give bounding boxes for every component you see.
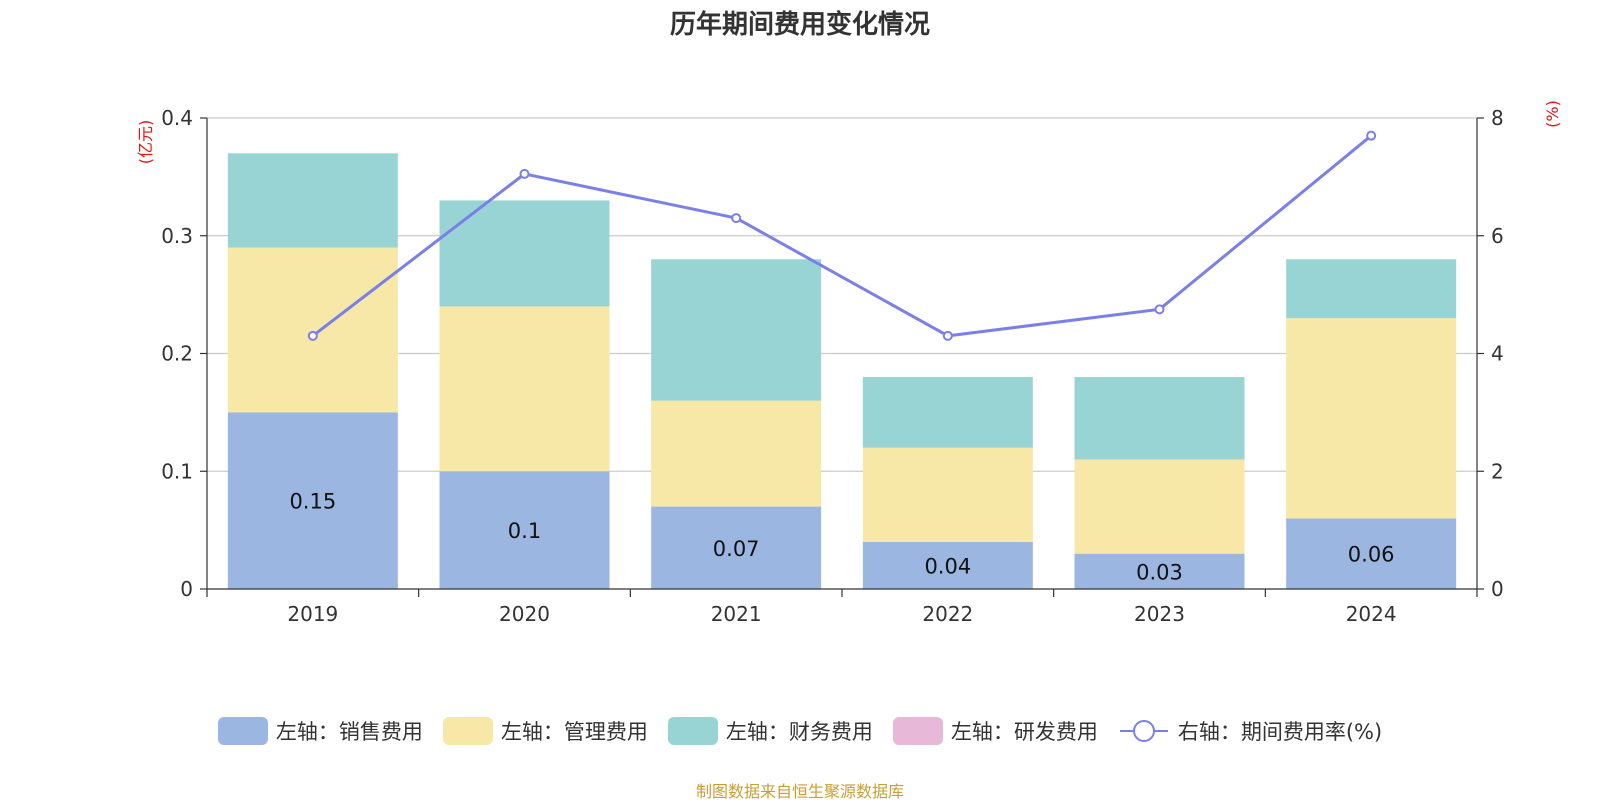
rate-point [942,330,953,341]
bar-data-label: 0.04 [924,554,971,578]
legend-line-marker-icon [1119,720,1168,742]
x-axis-tick-label: 2023 [1134,602,1185,626]
right-axis-tick-label: 4 [1491,342,1504,366]
legend-item-admin[interactable]: 左轴：管理费用 [442,716,648,746]
legend-item-rnd[interactable]: 左轴：研发费用 [892,716,1098,746]
bar-series1-2023 [1074,459,1245,554]
right-axis-tick-label: 2 [1491,459,1504,483]
bar-series1-2024 [1286,318,1457,519]
bar-data-label: 0.03 [1136,560,1183,584]
x-axis-tick-label: 2019 [287,602,338,626]
bar-series2-2021 [651,259,822,401]
x-axis-tick-label: 2021 [711,602,762,626]
legend-swatch-finance [667,717,718,745]
bar-series0-2021 [651,506,822,589]
left-axis-tick-label: 0 [180,577,193,601]
bar-series1-2021 [651,400,822,507]
x-axis-tick-label: 2024 [1346,602,1397,626]
legend-label-finance: 左轴：财务费用 [725,720,873,744]
source-note: 制图数据来自恒生聚源数据库 [695,782,904,801]
x-axis-tick-label: 2020 [499,602,550,626]
bar-series0-2024 [1286,518,1457,589]
right-axis-tick-label: 0 [1491,577,1504,601]
bar-series0-2020 [439,471,610,589]
legend-swatch-admin [442,717,493,745]
legend-swatch-sales [217,717,268,745]
right-axis-unit: (%) [1543,100,1562,128]
rate-point [731,213,742,224]
bar-series1-2022 [862,447,1033,542]
bar-data-label: 0.1 [508,519,541,543]
bar-series2-2019 [227,153,398,248]
left-axis-tick-label: 0.2 [161,342,193,366]
legend-label-admin: 左轴：管理费用 [500,720,648,744]
x-axis-tick-label: 2022 [922,602,973,626]
bar-series2-2023 [1074,377,1245,460]
left-axis-tick-label: 0.1 [161,459,193,483]
bar-series1-2020 [439,306,610,472]
legend-item-expense-rate[interactable]: 右轴：期间费用率(%) [1118,716,1382,746]
bar-series2-2020 [439,200,610,307]
bar-data-label: 0.06 [1348,543,1395,567]
bar-series1-2019 [227,247,398,413]
bar-series0-2019 [227,412,398,589]
rate-point [1154,304,1165,315]
legend-label-rnd: 左轴：研发费用 [950,720,1098,744]
legend-label-sales: 左轴：销售费用 [275,720,423,744]
chart-legend: 左轴：销售费用 左轴：管理费用 左轴：财务费用 左轴：研发费用 右轴：期间费用率… [0,716,1600,746]
legend-item-sales[interactable]: 左轴：销售费用 [217,716,423,746]
right-axis-tick-label: 6 [1491,224,1504,248]
right-axis-tick-label: 8 [1491,106,1504,130]
bar-series0-2023 [1074,553,1245,589]
bar-series0-2022 [862,541,1033,589]
bar-data-label: 0.15 [289,490,336,514]
left-axis-tick-label: 0.3 [161,224,193,248]
legend-label-expense-rate: 右轴：期间费用率(%) [1177,720,1383,744]
rate-line [311,134,1373,338]
legend-swatch-rnd [892,717,943,745]
chart-title: 历年期间费用变化情况 [669,10,930,40]
legend-item-finance[interactable]: 左轴：财务费用 [667,716,873,746]
left-axis-tick-label: 0.4 [161,106,193,130]
rate-point [307,330,318,341]
rate-point [519,168,530,179]
bar-data-label: 0.07 [713,537,760,561]
bar-series2-2024 [1286,259,1457,319]
left-axis-unit: (亿元) [136,120,155,165]
bar-series2-2022 [862,377,1033,448]
rate-point [1366,130,1377,141]
